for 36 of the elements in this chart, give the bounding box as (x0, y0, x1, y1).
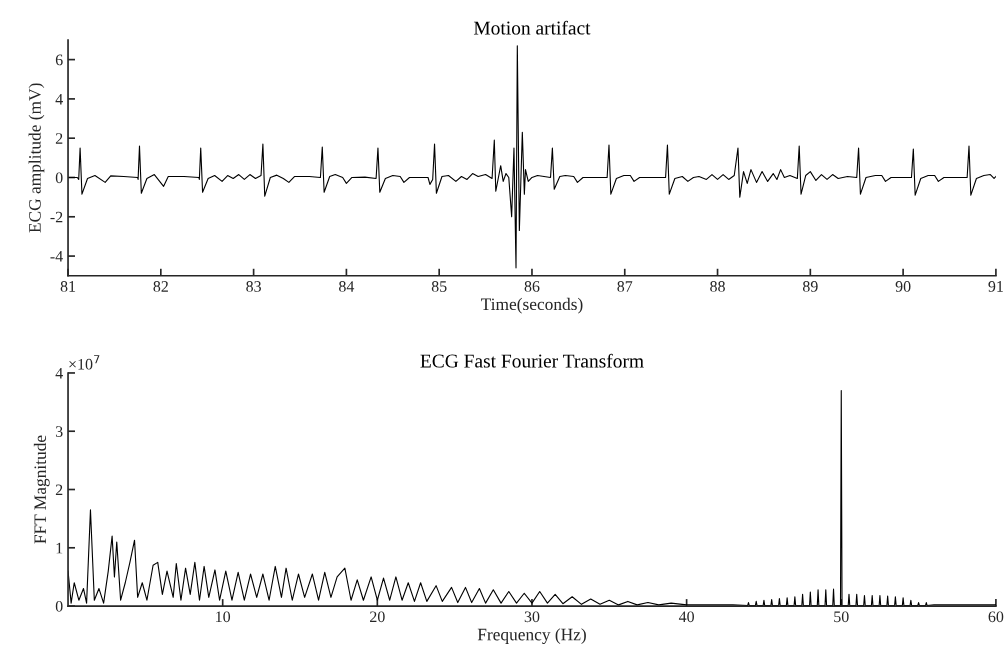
y-axis-title: ECG amplitude (mV) (28, 83, 45, 233)
x-axis-title: Time(seconds) (481, 297, 583, 314)
x-tick-label: 90 (895, 281, 911, 292)
x-tick-label: 10 (216, 611, 231, 623)
x-tick-label: 30 (524, 611, 540, 623)
x-tick-label: 88 (710, 281, 725, 292)
y-tick-label: -4 (50, 251, 63, 262)
chart-title: ECG Fast Fourier Transform (420, 353, 644, 368)
y-tick-label: 2 (55, 484, 63, 496)
line-series (68, 45, 996, 269)
x-tick-label: 85 (431, 281, 447, 292)
x-tick-label: 40 (678, 611, 694, 623)
x-tick-label: 86 (524, 281, 540, 292)
y-tick-label: 4 (55, 367, 63, 379)
x-tick-label: 60 (988, 611, 1004, 623)
y-tick-label: 2 (55, 133, 63, 144)
y-tick-label: 0 (55, 172, 63, 184)
x-tick-label: 82 (153, 281, 168, 292)
y-tick-label: 0 (55, 600, 63, 612)
y-tick-label: 3 (55, 426, 63, 437)
x-tick-label: 81 (60, 281, 76, 292)
y-tick-label: 4 (55, 93, 63, 105)
x-tick-label: 89 (802, 281, 818, 292)
text: ×10$^{7}$ (69, 355, 100, 370)
y-tick-label: 1 (56, 542, 63, 554)
y-axis-title: FFT Magnitude (33, 435, 50, 544)
x-axis-title: Frequency (Hz) (477, 628, 586, 644)
x-tick-label: 20 (370, 611, 385, 623)
y-tick-label: 6 (55, 54, 63, 66)
chart-title: Motion artifact (473, 20, 591, 35)
x-tick-label: 50 (834, 611, 849, 623)
x-tick-label: 87 (617, 281, 633, 292)
x-tick-label: 84 (339, 281, 355, 292)
y-tick-label: -2 (50, 211, 63, 223)
x-tick-label: 83 (246, 281, 261, 292)
x-tick-label: 91 (988, 281, 1003, 292)
